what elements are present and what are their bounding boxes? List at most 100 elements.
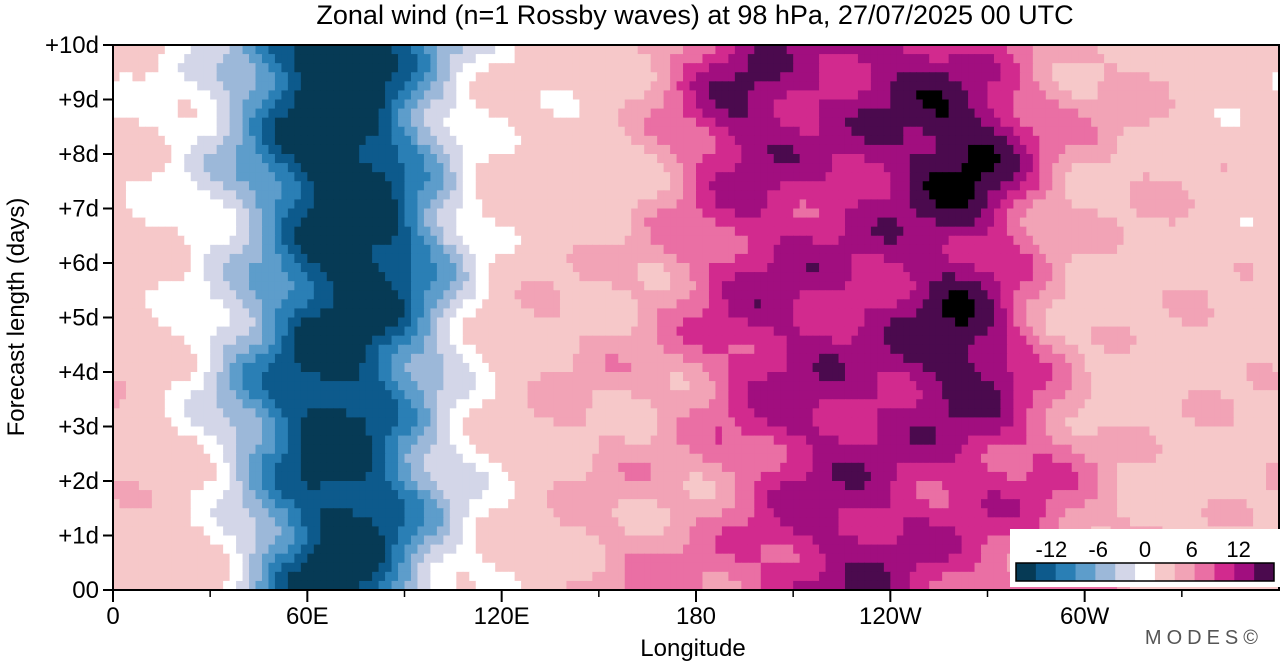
field-cell <box>1019 163 1027 173</box>
field-cell <box>754 290 762 300</box>
field-cell <box>469 163 477 173</box>
field-cell <box>398 263 406 273</box>
field-cell <box>819 45 827 55</box>
field-cell <box>313 263 321 273</box>
field-cell <box>825 281 833 291</box>
field-cell <box>689 117 697 128</box>
field-cell <box>145 208 153 219</box>
field-cell <box>883 54 891 64</box>
field-cell <box>993 63 1002 73</box>
field-cell <box>1104 226 1112 237</box>
field-cell <box>1032 117 1040 128</box>
field-cell <box>916 163 924 173</box>
field-cell <box>592 45 600 55</box>
field-cell <box>676 281 684 291</box>
field-cell <box>773 235 781 246</box>
field-cell <box>760 272 768 282</box>
field-cell <box>741 90 749 101</box>
field-cell <box>786 190 794 201</box>
field-cell <box>430 172 438 182</box>
field-cell <box>611 263 619 273</box>
field-cell <box>501 199 509 210</box>
field-cell <box>547 45 555 55</box>
field-cell <box>896 172 904 182</box>
field-cell <box>1207 281 1215 291</box>
field-cell <box>456 135 464 146</box>
field-cell <box>417 90 425 101</box>
field-cell <box>333 72 341 82</box>
field-cell <box>825 126 833 137</box>
field-cell <box>210 117 218 128</box>
field-cell <box>1078 226 1086 237</box>
field-cell <box>631 208 639 219</box>
field-cell <box>1045 54 1053 64</box>
field-cell <box>592 163 600 173</box>
field-cell <box>1220 144 1228 155</box>
field-cell <box>650 263 658 273</box>
field-cell <box>475 181 483 191</box>
field-cell <box>1149 117 1157 128</box>
field-cell <box>572 163 580 173</box>
field-cell <box>1084 72 1092 82</box>
field-cell <box>676 217 684 228</box>
field-cell <box>1123 190 1131 201</box>
field-cell <box>857 72 866 82</box>
field-cell <box>657 90 665 101</box>
field-cell <box>922 181 930 191</box>
field-cell <box>1110 72 1118 82</box>
field-cell <box>676 54 684 64</box>
field-cell <box>398 45 406 55</box>
field-cell <box>605 45 613 55</box>
field-cell <box>767 126 775 137</box>
field-cell <box>184 217 192 228</box>
field-cell <box>210 135 218 146</box>
field-cell <box>164 235 172 246</box>
field-cell <box>812 208 820 219</box>
field-cell <box>313 72 321 82</box>
field-cell <box>864 54 872 64</box>
field-cell <box>579 172 587 182</box>
field-cell <box>618 135 626 146</box>
field-cell <box>773 81 781 92</box>
field-cell <box>398 99 406 110</box>
field-cell <box>857 54 866 64</box>
field-cell <box>767 81 775 92</box>
field-cell <box>1253 144 1261 155</box>
field-cell <box>968 90 976 101</box>
field-cell <box>320 117 328 128</box>
field-cell <box>1175 235 1183 246</box>
field-cell <box>637 190 645 201</box>
field-cell <box>436 144 444 155</box>
field-cell <box>1097 172 1105 182</box>
field-cell <box>572 190 580 201</box>
field-cell <box>870 63 878 73</box>
field-cell <box>708 263 717 273</box>
field-cell <box>657 126 665 137</box>
field-cell <box>883 99 891 110</box>
field-cell <box>760 126 768 137</box>
field-cell <box>799 199 807 210</box>
field-cell <box>579 135 587 146</box>
field-cell <box>968 208 976 219</box>
field-cell <box>676 244 684 255</box>
field-cell <box>177 181 185 191</box>
field-cell <box>909 63 917 73</box>
field-cell <box>1058 272 1066 282</box>
field-cell <box>404 117 412 128</box>
field-cell <box>462 144 470 155</box>
field-cell <box>948 63 956 73</box>
field-cell <box>1117 208 1125 219</box>
field-cell <box>708 90 717 101</box>
field-cell <box>249 72 257 82</box>
field-cell <box>676 263 684 273</box>
field-cell <box>1130 190 1138 201</box>
field-cell <box>1071 135 1079 146</box>
field-cell <box>1104 235 1112 246</box>
field-cell <box>812 45 820 55</box>
field-cell <box>372 90 380 101</box>
field-cell <box>1110 253 1118 264</box>
field-cell <box>1052 235 1060 246</box>
field-cell <box>754 135 762 146</box>
field-cell <box>223 181 231 191</box>
field-cell <box>1259 117 1267 128</box>
